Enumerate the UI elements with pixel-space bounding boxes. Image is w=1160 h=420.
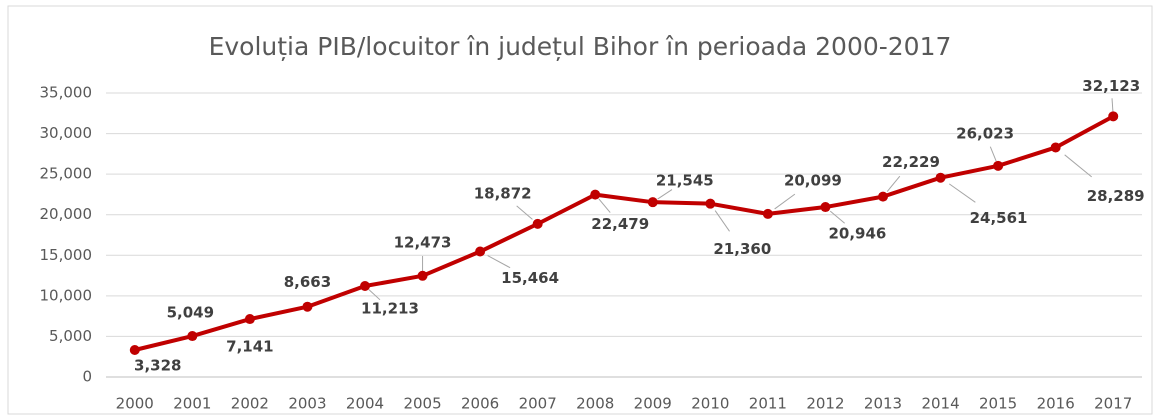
value-label: 20,946 <box>828 225 886 243</box>
point <box>1050 142 1061 153</box>
x-tick-label: 2012 <box>806 395 844 413</box>
value-label: 11,213 <box>361 300 419 318</box>
y-tick-label: 5,000 <box>49 327 92 345</box>
leader-line <box>714 210 730 232</box>
chart-title: Evoluția PIB/locuitor în județul Bihor î… <box>209 32 952 61</box>
x-tick-label: 2016 <box>1037 395 1075 413</box>
leader-line <box>774 193 796 210</box>
x-tick-label: 2010 <box>691 395 729 413</box>
point <box>302 301 313 312</box>
y-tick-label: 30,000 <box>40 124 93 142</box>
leader-line <box>1111 98 1114 112</box>
value-label: 21,545 <box>656 172 714 190</box>
point <box>187 331 198 342</box>
value-label: 8,663 <box>284 273 331 291</box>
value-label: 22,229 <box>882 153 940 171</box>
point <box>993 160 1004 171</box>
x-tick-label: 2009 <box>634 395 672 413</box>
value-label: 20,099 <box>784 171 842 189</box>
y-tick-label: 0 <box>82 368 92 386</box>
value-label: 5,049 <box>167 304 214 322</box>
x-tick-label: 2005 <box>403 395 441 413</box>
chart-frame <box>7 5 1153 415</box>
y-tick-label: 35,000 <box>40 84 93 102</box>
value-label: 12,473 <box>394 233 452 251</box>
x-tick-label: 2007 <box>519 395 557 413</box>
x-tick-label: 2006 <box>461 395 499 413</box>
value-label: 26,023 <box>956 124 1014 142</box>
leader-line <box>1064 154 1092 178</box>
x-tick-label: 2001 <box>173 395 211 413</box>
point <box>590 189 601 200</box>
value-label: 32,123 <box>1082 77 1140 95</box>
leader-line <box>598 198 611 213</box>
leader-line <box>829 210 845 224</box>
value-label: 15,464 <box>501 269 559 287</box>
x-tick-label: 2011 <box>749 395 787 413</box>
y-tick-label: 10,000 <box>40 286 93 304</box>
value-label: 18,872 <box>474 184 532 202</box>
point <box>417 270 428 281</box>
leader-line <box>368 289 381 301</box>
point <box>129 344 140 355</box>
y-tick-label: 15,000 <box>40 246 93 264</box>
line <box>134 114 1115 352</box>
leader-line <box>657 189 673 200</box>
leader-line <box>886 175 901 192</box>
point <box>878 191 888 202</box>
value-label: 21,360 <box>713 240 771 258</box>
leader-line <box>989 146 997 162</box>
x-tick-label: 2015 <box>979 395 1017 413</box>
point <box>1108 111 1119 122</box>
x-tick-label: 2017 <box>1094 395 1132 413</box>
x-tick-label: 2008 <box>576 395 614 413</box>
point <box>244 314 255 325</box>
x-tick-label: 2002 <box>231 395 269 413</box>
y-tick-label: 25,000 <box>40 165 93 183</box>
leader-line <box>487 255 511 269</box>
point <box>647 197 658 208</box>
value-label: 22,479 <box>591 215 649 233</box>
x-tick-label: 2004 <box>346 395 384 413</box>
x-tick-label: 2000 <box>116 395 154 413</box>
x-tick-label: 2013 <box>864 395 902 413</box>
point <box>475 246 486 257</box>
point <box>360 281 370 292</box>
value-label: 28,289 <box>1087 187 1145 205</box>
value-label: 24,561 <box>970 209 1028 227</box>
leader-line <box>948 183 976 203</box>
value-label: 7,141 <box>226 338 273 356</box>
leader-line <box>516 205 533 220</box>
value-label: 3,328 <box>134 356 181 374</box>
x-tick-label: 2014 <box>921 395 959 413</box>
point <box>705 198 716 209</box>
x-tick-label: 2003 <box>288 395 326 413</box>
point <box>532 218 543 229</box>
point <box>762 208 773 219</box>
y-tick-label: 20,000 <box>40 205 93 223</box>
point <box>820 202 831 213</box>
point <box>935 172 946 183</box>
